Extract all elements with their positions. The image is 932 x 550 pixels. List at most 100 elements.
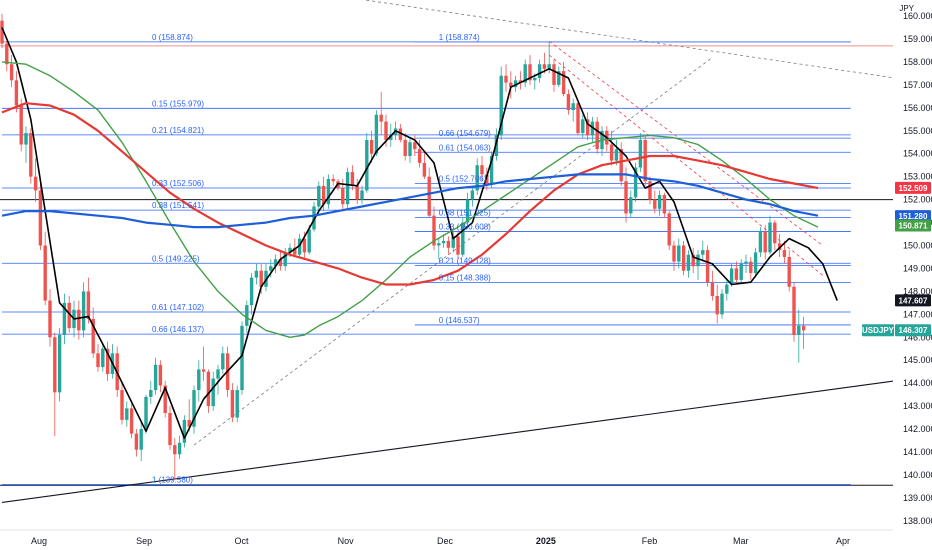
candle-body bbox=[590, 121, 595, 136]
price-tick-label: 139.000 bbox=[903, 493, 932, 503]
plot-area: 0 (158.874) 0.15 (155.979) 0.21 (154.821) 0… bbox=[0, 0, 893, 504]
candle-body bbox=[29, 133, 33, 177]
candle-body bbox=[254, 270, 259, 278]
candle-body bbox=[312, 206, 316, 230]
fib-level-label: 0.38 (151.225) bbox=[439, 208, 491, 217]
candle-body bbox=[48, 300, 52, 338]
fib-level-label: 0.61 (147.102) bbox=[152, 303, 204, 312]
candle-body bbox=[739, 263, 743, 280]
fib-level-label: 0 (158.874) bbox=[152, 33, 193, 42]
price-axis bbox=[893, 0, 932, 550]
candle-body bbox=[408, 142, 412, 157]
fib-level-label: 1 (158.874) bbox=[439, 33, 480, 42]
candle-body bbox=[5, 43, 9, 65]
fib-level-label: 0.15 (148.388) bbox=[439, 273, 491, 282]
candle-body bbox=[379, 114, 383, 122]
fib-level-label: 0.21 (154.821) bbox=[152, 126, 204, 135]
candle-body bbox=[461, 222, 465, 255]
candle-body bbox=[451, 236, 455, 248]
candle-body bbox=[657, 195, 662, 209]
candle-body bbox=[768, 222, 772, 253]
price-tag bbox=[895, 324, 931, 337]
candle-body bbox=[441, 240, 446, 244]
candle-body bbox=[216, 369, 220, 379]
price-tick-label: 156.000 bbox=[903, 103, 932, 113]
price-tick-label: 149.000 bbox=[903, 263, 932, 273]
fib-level-label: 1 (139.580) bbox=[152, 476, 193, 485]
candle-body bbox=[230, 390, 235, 418]
candle-body bbox=[86, 291, 91, 319]
candle-body bbox=[614, 149, 619, 161]
candle-body bbox=[62, 302, 67, 335]
candle-body bbox=[566, 94, 571, 111]
candle-body bbox=[240, 325, 244, 391]
fib-level-label: 0.66 (146.137) bbox=[152, 325, 204, 334]
candle-body bbox=[345, 172, 350, 205]
price-tick-label: 152.000 bbox=[903, 195, 932, 205]
candle-body bbox=[667, 213, 671, 246]
candle-body bbox=[187, 419, 191, 427]
fib-level-label: 0.66 (154.679) bbox=[439, 129, 491, 138]
candle-body bbox=[134, 433, 139, 450]
price-tag-label: 150.871 bbox=[899, 222, 928, 231]
candle-body bbox=[624, 181, 628, 214]
candle-body bbox=[24, 133, 28, 145]
candle-body bbox=[38, 190, 43, 246]
candle-body bbox=[681, 245, 686, 271]
candle-body bbox=[297, 238, 302, 255]
candle-body bbox=[782, 250, 787, 257]
candle-body bbox=[537, 64, 542, 79]
candle-body bbox=[67, 302, 71, 329]
price-tick-label: 159.000 bbox=[903, 34, 932, 44]
price-tag-label: 147.607 bbox=[899, 296, 928, 305]
candle-body bbox=[197, 369, 201, 391]
currency-label: JPY bbox=[899, 4, 914, 13]
fib-level-label: 0.5 (149.225) bbox=[152, 254, 200, 263]
candle-body bbox=[139, 429, 143, 450]
candle-body bbox=[456, 236, 460, 255]
candle-body bbox=[422, 162, 427, 177]
price-tag bbox=[895, 294, 931, 307]
price-tick-label: 157.000 bbox=[903, 80, 932, 90]
candle-body bbox=[206, 371, 211, 407]
candle-body bbox=[753, 252, 758, 274]
candle-body bbox=[283, 252, 287, 267]
moving-average-line bbox=[1, 27, 838, 439]
candle-body bbox=[528, 64, 532, 81]
candle-body bbox=[547, 64, 551, 69]
candle-body bbox=[801, 325, 806, 331]
candle-body bbox=[513, 80, 518, 88]
candle-body bbox=[365, 139, 369, 191]
candle-body bbox=[446, 240, 451, 248]
candle-body bbox=[77, 309, 81, 331]
candle-body bbox=[672, 245, 676, 262]
candle-body bbox=[744, 261, 748, 264]
candle-body bbox=[629, 197, 633, 214]
candle-body bbox=[249, 277, 254, 306]
candle-body bbox=[494, 135, 499, 157]
price-tick-label: 140.000 bbox=[903, 470, 932, 480]
candle-body bbox=[57, 334, 62, 393]
time-tick-label: Aug bbox=[31, 536, 47, 546]
candle-body bbox=[571, 103, 575, 111]
candle-body bbox=[648, 181, 652, 200]
moving-average-line bbox=[1, 102, 819, 286]
candle-body bbox=[374, 114, 379, 154]
time-tick-label: Apr bbox=[836, 536, 850, 546]
candle-body bbox=[120, 390, 124, 420]
candle-body bbox=[369, 139, 374, 154]
candle-body bbox=[33, 176, 38, 191]
candle-body bbox=[523, 64, 527, 83]
fib-level-label: 0.33 (150.608) bbox=[439, 223, 491, 232]
price-tick-label: 154.000 bbox=[903, 149, 932, 159]
candle-body bbox=[758, 231, 763, 253]
time-tick-label: Oct bbox=[235, 536, 250, 546]
candle-body bbox=[403, 139, 407, 157]
candle-body bbox=[465, 199, 470, 223]
trendline bbox=[1, 380, 893, 504]
candle-body bbox=[557, 71, 561, 85]
candle-body bbox=[293, 247, 297, 255]
candle-body bbox=[201, 369, 206, 372]
candle-body bbox=[168, 412, 172, 446]
